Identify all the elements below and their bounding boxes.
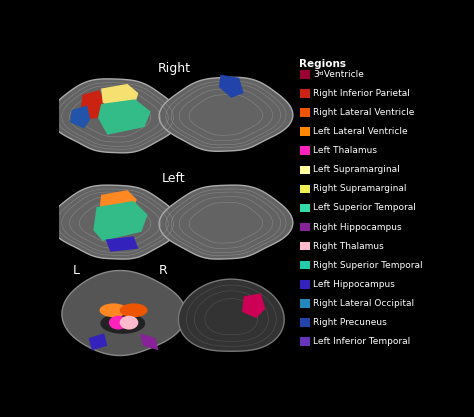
Text: Right Hippocampus: Right Hippocampus [313,223,402,231]
Bar [300,242,310,250]
Bar [300,89,310,98]
Polygon shape [62,271,186,356]
Polygon shape [70,106,90,128]
Text: Right Lateral Ventricle: Right Lateral Ventricle [313,108,415,117]
Ellipse shape [120,304,147,317]
Polygon shape [219,75,244,98]
Bar [300,166,310,174]
Bar [300,318,310,327]
Text: Right Lateral Occipital: Right Lateral Occipital [313,299,415,308]
Text: Right Precuneus: Right Precuneus [313,318,387,327]
Bar [300,146,310,155]
Polygon shape [106,236,138,252]
Text: L: L [73,264,80,277]
Text: R: R [159,264,167,277]
Text: Right Superior Temporal: Right Superior Temporal [313,261,423,270]
Text: Right Thalamus: Right Thalamus [313,242,384,251]
Polygon shape [101,84,138,112]
Text: Ventricle: Ventricle [321,70,364,79]
Text: Left Supramarginal: Left Supramarginal [313,165,400,174]
Polygon shape [159,77,293,151]
Bar [300,127,310,136]
Polygon shape [89,334,107,350]
Bar [300,108,310,117]
Text: Right: Right [157,63,191,75]
Bar [300,337,310,346]
Ellipse shape [109,316,128,329]
Ellipse shape [100,304,128,317]
Polygon shape [140,334,158,350]
Polygon shape [178,279,284,351]
Polygon shape [159,185,293,259]
Text: 3: 3 [313,70,319,79]
Bar [300,70,310,78]
Text: Regions: Regions [300,59,346,69]
Bar [300,261,310,269]
Text: Left: Left [162,172,186,185]
Bar [300,299,310,308]
Text: rd: rd [318,70,324,75]
Text: Right Inferior Parietal: Right Inferior Parietal [313,89,410,98]
Polygon shape [101,314,145,333]
Ellipse shape [120,316,138,329]
Text: Left Lateral Ventricle: Left Lateral Ventricle [313,127,408,136]
Polygon shape [242,294,265,318]
Bar [300,204,310,212]
Polygon shape [98,99,151,135]
Bar [300,223,310,231]
Text: Left Hippocampus: Left Hippocampus [313,280,395,289]
Bar [300,185,310,193]
Polygon shape [81,90,104,119]
Bar [300,280,310,289]
Text: Left Inferior Temporal: Left Inferior Temporal [313,337,410,346]
Polygon shape [50,185,180,259]
Polygon shape [50,79,180,153]
Polygon shape [93,201,147,241]
Text: Left Thalamus: Left Thalamus [313,146,377,155]
Polygon shape [100,190,137,219]
Text: Left Superior Temporal: Left Superior Temporal [313,203,416,213]
Text: Right Supramarginal: Right Supramarginal [313,184,407,193]
